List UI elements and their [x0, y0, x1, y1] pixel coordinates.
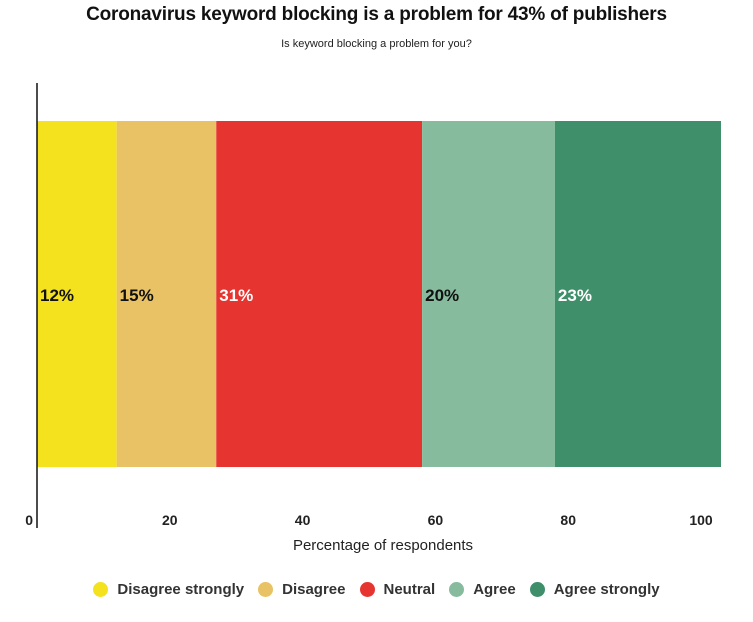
x-axis-label: Percentage of respondents	[293, 537, 473, 554]
legend-swatch-neutral	[359, 582, 375, 597]
x-tick-label-100: 100	[689, 512, 713, 528]
x-tick-label-40: 40	[295, 512, 311, 528]
data-label-disagree: 15%	[120, 286, 154, 305]
legend-label-disagree: Disagree	[282, 581, 346, 598]
legend-swatch-disagree	[258, 582, 274, 597]
legend-item-disagree-strongly: Disagree strongly	[93, 581, 244, 598]
x-tick-label-20: 20	[162, 512, 178, 528]
legend-label-agree-strongly: Agree strongly	[553, 581, 660, 598]
x-tick-label-0: 0	[25, 512, 33, 528]
legend-swatch-agree	[449, 582, 465, 597]
legend: Disagree strongly Disagree Neutral Agree Agr…	[0, 581, 753, 598]
bar-segment-neutral	[216, 121, 423, 467]
bar-segments	[37, 121, 721, 467]
legend-item-neutral: Neutral	[359, 581, 436, 598]
chart-subtitle: Is keyword blocking a problem for you?	[281, 38, 472, 50]
x-axis-ticks: 0 20 40 60 80 100	[25, 512, 713, 528]
x-tick-label-60: 60	[428, 512, 444, 528]
bar-segment-agree-strongly	[554, 121, 721, 467]
legend-swatch-disagree-strongly	[93, 582, 109, 597]
legend-item-agree: Agree	[449, 581, 516, 598]
x-tick-label-80: 80	[560, 512, 576, 528]
legend-label-agree: Agree	[473, 581, 516, 598]
legend-label-disagree-strongly: Disagree strongly	[117, 581, 245, 598]
bar-segment-disagree	[116, 121, 217, 467]
data-label-disagree-strongly: 12%	[40, 286, 74, 305]
legend-item-disagree: Disagree	[258, 581, 346, 598]
legend-label-neutral: Neutral	[383, 581, 436, 598]
data-label-agree-strongly: 23%	[558, 286, 592, 305]
chart-title: Coronavirus keyword blocking is a proble…	[86, 4, 667, 25]
stacked-bar-chart: 12% 15% 31% 20% 23% 0 20 40 60 80 100 Percentage …	[25, 83, 721, 554]
legend-swatch-agree-strongly	[529, 582, 545, 597]
data-label-agree: 20%	[425, 286, 459, 305]
data-labels: 12% 15% 31% 20% 23%	[40, 286, 592, 305]
legend-item-agree-strongly: Agree strongly	[529, 581, 660, 598]
bar-segment-disagree-strongly	[37, 121, 117, 467]
data-label-neutral: 31%	[219, 286, 253, 305]
bar-segment-agree	[422, 121, 555, 467]
